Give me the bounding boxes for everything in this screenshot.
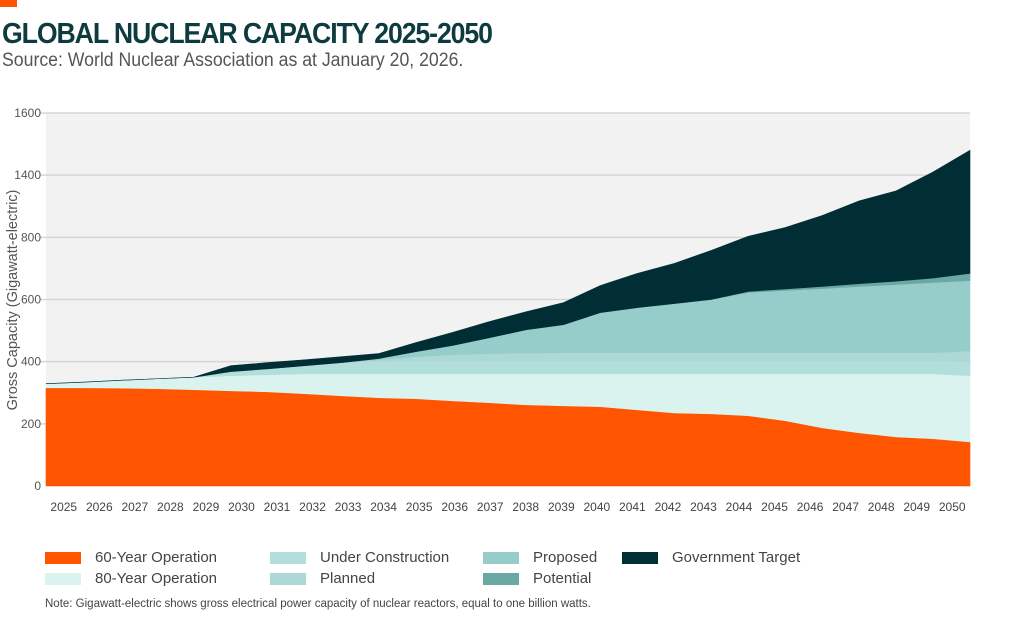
y-tick-label: 800 bbox=[21, 230, 41, 244]
chart-title: GLOBAL NUCLEAR CAPACITY 2025-2050 bbox=[2, 18, 493, 50]
x-tick-label: 2025 bbox=[50, 500, 77, 514]
y-axis-title: Gross Capacity (Gigawatt-electric) bbox=[5, 190, 21, 411]
x-tick-label: 2037 bbox=[477, 500, 504, 514]
stacked-area-chart: 0 200 400 600 800 1400 1600 2025 2026 2027 2028 202… bbox=[5, 106, 971, 514]
legend-item-under-construction: Under Construction bbox=[270, 549, 449, 566]
x-tick-label: 2032 bbox=[299, 500, 326, 514]
legend-item-planned: Planned bbox=[270, 570, 375, 587]
legend-label: 80-Year Operation bbox=[95, 570, 218, 587]
x-tick-label: 2034 bbox=[370, 500, 397, 514]
x-tick-label: 2050 bbox=[939, 500, 966, 514]
legend: 60-Year Operation 80-Year Operation Unde… bbox=[45, 549, 945, 593]
y-tick-label: 400 bbox=[21, 355, 41, 369]
legend-swatch bbox=[483, 551, 519, 564]
y-tick-label: 1600 bbox=[14, 106, 41, 120]
footnote: Note: Gigawatt-electric shows gross elec… bbox=[45, 598, 591, 610]
x-tick-label: 2049 bbox=[903, 500, 930, 514]
legend-label: Proposed bbox=[533, 549, 598, 566]
x-tick-label: 2045 bbox=[761, 500, 788, 514]
legend-label: Planned bbox=[320, 570, 376, 587]
legend-item-80-year-operation: 80-Year Operation bbox=[45, 570, 217, 587]
x-tick-label: 2044 bbox=[726, 500, 753, 514]
y-tick-label: 0 bbox=[34, 479, 41, 493]
chart-subtitle: Source: World Nuclear Association as at … bbox=[2, 50, 464, 71]
x-tick-label: 2041 bbox=[619, 500, 646, 514]
x-tick-label: 2043 bbox=[690, 500, 717, 514]
legend-item-government-target: Government Target bbox=[622, 549, 800, 566]
legend-swatch bbox=[270, 572, 306, 585]
accent-bar bbox=[0, 0, 17, 7]
x-tick-label: 2030 bbox=[228, 500, 255, 514]
x-tick-label: 2035 bbox=[406, 500, 433, 514]
x-tick-label: 2048 bbox=[868, 500, 895, 514]
legend-label: 60-Year Operation bbox=[95, 549, 218, 566]
area-government-target bbox=[45, 149, 971, 385]
legend-swatch bbox=[45, 551, 81, 564]
x-tick-label: 2038 bbox=[512, 500, 539, 514]
x-tick-label: 2047 bbox=[832, 500, 859, 514]
legend-item-proposed: Proposed bbox=[483, 549, 597, 566]
x-tick-label: 2033 bbox=[335, 500, 362, 514]
x-tick-label: 2039 bbox=[548, 500, 575, 514]
x-tick-label: 2040 bbox=[583, 500, 610, 514]
x-tick-label: 2026 bbox=[86, 500, 113, 514]
x-tick-label: 2036 bbox=[441, 500, 468, 514]
y-tick-label: 200 bbox=[21, 417, 41, 431]
x-tick-label: 2031 bbox=[264, 500, 291, 514]
legend-swatch bbox=[45, 572, 81, 585]
x-tick-label: 2046 bbox=[797, 500, 824, 514]
x-tick-label: 2028 bbox=[157, 500, 184, 514]
y-tick-label: 600 bbox=[21, 293, 41, 307]
legend-swatch bbox=[483, 572, 519, 585]
legend-label: Government Target bbox=[672, 549, 801, 566]
x-tick-label: 2027 bbox=[121, 500, 148, 514]
x-tick-label: 2029 bbox=[193, 500, 220, 514]
y-tick-label: 1400 bbox=[14, 168, 41, 182]
legend-item-potential: Potential bbox=[483, 570, 591, 587]
x-tick-label: 2042 bbox=[655, 500, 682, 514]
legend-item-60-year-operation: 60-Year Operation bbox=[45, 549, 217, 566]
legend-swatch bbox=[622, 551, 658, 564]
legend-label: Under Construction bbox=[320, 549, 450, 566]
legend-label: Potential bbox=[533, 570, 592, 587]
legend-swatch bbox=[270, 551, 306, 564]
